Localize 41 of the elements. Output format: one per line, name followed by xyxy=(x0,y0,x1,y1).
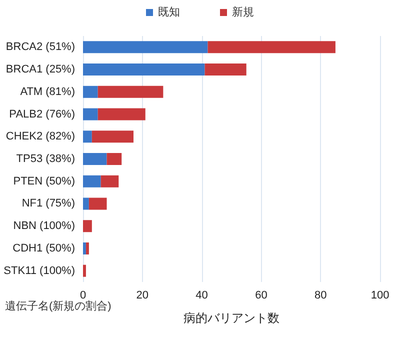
y-axis-title: 遺伝子名(新規の割合) xyxy=(5,299,112,312)
bar xyxy=(83,130,92,143)
legend-label: 既知 xyxy=(158,6,180,18)
y-tick-label: BRCA1 (25%) xyxy=(6,64,75,76)
y-tick-label: PALB2 (76%) xyxy=(9,108,75,120)
x-tick-label: 60 xyxy=(255,290,268,302)
y-tick-label: CHEK2 (82%) xyxy=(6,130,75,143)
bar xyxy=(83,198,89,210)
x-tick-label: 100 xyxy=(370,290,390,302)
x-tick-label: 20 xyxy=(136,290,149,302)
x-axis-title: 病的バリアント数 xyxy=(184,311,280,325)
x-tick-label: 0 xyxy=(80,290,86,302)
x-tick-label: 80 xyxy=(314,290,327,302)
bar xyxy=(92,130,134,143)
bar xyxy=(98,86,164,98)
bar xyxy=(100,175,119,188)
x-tick-label: 40 xyxy=(196,290,208,302)
bar xyxy=(106,153,122,165)
bar xyxy=(83,64,205,76)
bar xyxy=(83,86,98,98)
bar xyxy=(83,242,86,254)
y-tick-label: NF1 (75%) xyxy=(22,198,75,210)
y-tick-label: TP53 (38%) xyxy=(16,153,75,165)
bar xyxy=(83,175,101,188)
bar xyxy=(98,108,146,120)
y-tick-label: STK11 (100%) xyxy=(4,264,75,277)
bar xyxy=(204,64,246,76)
bar xyxy=(83,41,208,54)
y-tick-label: ATM (81%) xyxy=(20,86,75,98)
y-tick-label: CDH1 (50%) xyxy=(12,242,75,254)
bar xyxy=(83,153,107,165)
bar xyxy=(83,108,98,120)
legend-label: 新規 xyxy=(232,6,254,18)
bar xyxy=(86,242,89,254)
bar xyxy=(83,264,86,277)
bar xyxy=(83,220,92,232)
bar xyxy=(208,41,336,54)
y-tick-label: PTEN (50%) xyxy=(13,175,75,188)
y-tick-label: NBN (100%) xyxy=(13,220,75,232)
bar xyxy=(88,198,107,210)
y-tick-label: BRCA2 (51%) xyxy=(6,41,75,54)
